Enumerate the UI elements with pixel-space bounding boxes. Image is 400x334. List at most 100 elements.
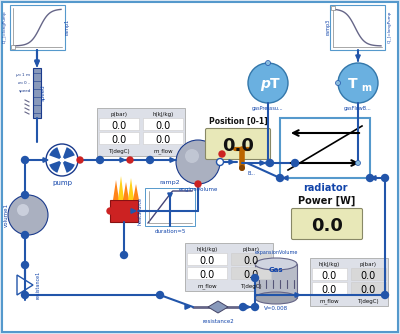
Bar [231, 267, 271, 279]
Polygon shape [356, 55, 360, 60]
Bar [143, 132, 183, 144]
Polygon shape [168, 193, 172, 198]
FancyBboxPatch shape [292, 208, 362, 239]
Text: duration=5: duration=5 [154, 229, 186, 234]
Text: m: m [361, 83, 371, 93]
Ellipse shape [255, 258, 297, 270]
Text: p: p [260, 77, 270, 91]
Text: 0.0: 0.0 [155, 121, 171, 131]
Text: m_flow: m_flow [319, 298, 339, 304]
Circle shape [77, 157, 83, 163]
Circle shape [248, 63, 288, 103]
Text: 0.0: 0.0 [155, 135, 171, 145]
Polygon shape [131, 209, 136, 213]
Text: expansionVolume: expansionVolume [254, 250, 298, 255]
Text: p(bar): p(bar) [110, 112, 128, 117]
Text: resistance1: resistance1 [35, 271, 40, 299]
Circle shape [336, 80, 340, 86]
Text: resistance2: resistance2 [202, 319, 234, 324]
Text: m_flow: m_flow [153, 148, 173, 154]
Text: 0.0: 0.0 [111, 121, 127, 131]
Wedge shape [49, 147, 62, 160]
Bar [11, 45, 15, 49]
Text: 0.0: 0.0 [199, 270, 215, 280]
Circle shape [276, 174, 284, 181]
Text: ramp2: ramp2 [160, 180, 180, 185]
Bar [255, 264, 297, 298]
Text: heatSource: heatSource [138, 197, 142, 225]
Polygon shape [120, 158, 125, 162]
Text: Power [W]: Power [W] [298, 196, 356, 206]
Text: gasFlowB...: gasFlowB... [344, 106, 372, 111]
Text: 0.0: 0.0 [243, 256, 259, 266]
Circle shape [240, 304, 246, 311]
Circle shape [266, 161, 270, 166]
Circle shape [60, 158, 64, 162]
Text: T(degC): T(degC) [240, 284, 262, 289]
Text: 0.0: 0.0 [321, 271, 337, 281]
Circle shape [17, 204, 29, 216]
Circle shape [266, 160, 274, 167]
Circle shape [22, 262, 28, 269]
Text: ramp3: ramp3 [326, 19, 330, 35]
Circle shape [156, 292, 164, 299]
Polygon shape [35, 61, 39, 66]
Circle shape [356, 161, 360, 166]
Text: pump: pump [52, 180, 72, 186]
Bar [280, 118, 370, 178]
Polygon shape [170, 158, 175, 162]
Circle shape [8, 195, 48, 235]
Bar [99, 118, 139, 130]
Bar [187, 253, 227, 265]
Text: Gas: Gas [269, 267, 283, 273]
Circle shape [292, 160, 298, 167]
Polygon shape [208, 301, 228, 313]
Polygon shape [43, 158, 48, 162]
Polygon shape [185, 305, 190, 309]
Text: 0.0: 0.0 [360, 271, 376, 281]
Text: T: T [348, 77, 358, 91]
Text: speed: speed [40, 85, 46, 101]
Text: volume1: volume1 [4, 203, 8, 227]
Circle shape [127, 157, 133, 163]
Bar [185, 243, 273, 291]
Text: T: T [270, 77, 280, 91]
Circle shape [185, 149, 199, 163]
Bar [99, 132, 139, 144]
Circle shape [22, 157, 28, 164]
Text: $\mu$=1 m: $\mu$=1 m [15, 71, 31, 79]
Text: p(bar): p(bar) [360, 262, 376, 267]
Polygon shape [229, 160, 234, 164]
Bar [97, 108, 185, 156]
Circle shape [22, 292, 28, 299]
Polygon shape [260, 161, 265, 165]
Ellipse shape [255, 292, 297, 304]
Text: $\sigma$=0...: $\sigma$=0... [17, 79, 31, 86]
Text: T(degC): T(degC) [357, 299, 379, 304]
Circle shape [216, 159, 224, 166]
Polygon shape [295, 293, 300, 297]
Text: T(degC): T(degC) [108, 149, 130, 154]
Circle shape [366, 174, 374, 181]
Circle shape [195, 181, 201, 187]
Circle shape [107, 208, 113, 214]
Bar [312, 282, 347, 294]
Bar [145, 188, 195, 226]
Text: h(kJ/kg): h(kJ/kg) [196, 247, 218, 252]
Text: engineVolume: engineVolume [178, 187, 218, 192]
Bar [110, 200, 138, 222]
Text: radiator: radiator [303, 183, 347, 193]
Circle shape [96, 157, 104, 164]
Wedge shape [49, 160, 62, 173]
Circle shape [176, 140, 220, 184]
Circle shape [338, 63, 378, 103]
Polygon shape [128, 178, 134, 200]
Text: Position [0-1]: Position [0-1] [209, 117, 267, 126]
Polygon shape [371, 176, 376, 180]
Circle shape [22, 231, 28, 238]
Text: gasPresssu...: gasPresssu... [252, 106, 284, 111]
Circle shape [382, 174, 388, 181]
Text: D[_]=longPump: D[_]=longPump [3, 11, 7, 43]
Text: C[_]=longPump: C[_]=longPump [388, 11, 392, 43]
Bar [331, 6, 335, 10]
